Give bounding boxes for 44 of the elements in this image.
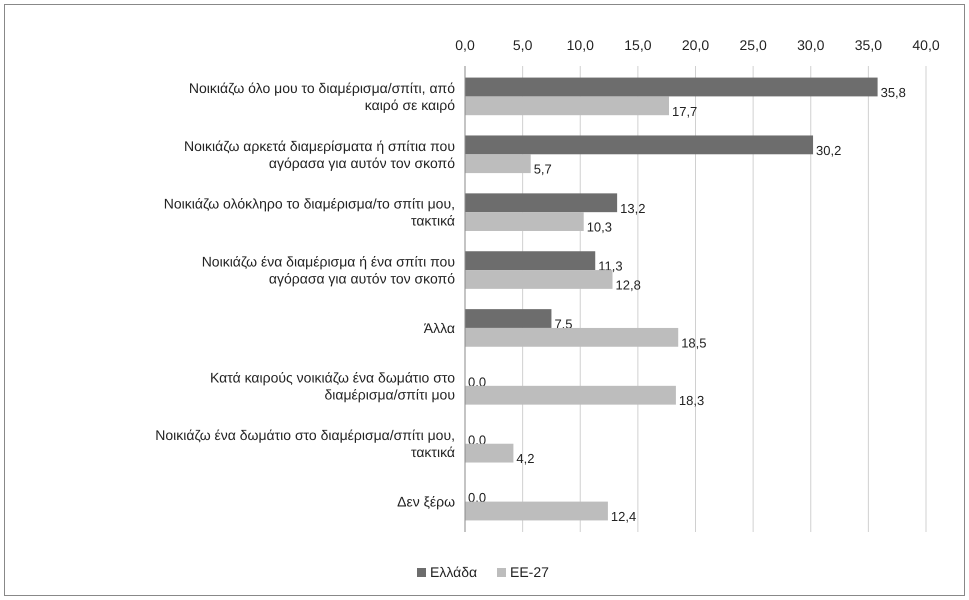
bar	[465, 78, 878, 96]
legend-label: Ελλάδα	[430, 564, 478, 580]
bar	[465, 444, 514, 463]
bar	[465, 193, 618, 212]
bar	[465, 154, 531, 174]
legend-label: ΕΕ-27	[510, 564, 550, 580]
bar	[465, 502, 608, 520]
data-label: 18,3	[678, 393, 704, 408]
bar	[465, 309, 552, 328]
y-tick-label: Νοικιάζω ένα δωμάτιο στο διαμέρισμα/σπίτι μου, τακτικά	[155, 427, 455, 460]
data-label: 5,7	[534, 162, 552, 177]
y-tick-label: Κατά καιρούς νοικιάζω ένα δωμάτιο στο διαμέρισμα/σπίτι μου	[210, 369, 456, 402]
x-tick-label: 0,0	[455, 37, 475, 53]
data-label: 12,8	[616, 277, 641, 292]
data-label: 12,4	[610, 509, 636, 524]
data-label: 13,2	[620, 200, 646, 216]
data-label: 4,2	[516, 451, 534, 466]
x-tick-label: 15,0	[624, 37, 652, 53]
bar	[465, 386, 676, 405]
y-tick-label: Νοικιάζω όλο μου το διαμέρισμα/σπίτι, από καιρό σε καιρό	[188, 80, 456, 113]
x-tick-label: 20,0	[682, 37, 710, 53]
x-tick-label: 35,0	[854, 37, 882, 53]
x-tick-label: 25,0	[740, 37, 767, 53]
x-tick-label: 10,0	[566, 37, 594, 53]
data-label: 35,8	[880, 84, 906, 100]
x-tick-label: 5,0	[512, 37, 533, 53]
x-tick-label: 40,0	[912, 37, 940, 53]
bar	[465, 96, 669, 116]
data-label: 11,3	[598, 258, 623, 274]
data-label: 18,5	[681, 335, 707, 350]
bar	[465, 251, 596, 270]
bar	[465, 212, 584, 231]
data-label: 10,3	[586, 220, 612, 235]
data-label: 17,7	[672, 104, 698, 119]
y-tick-label: Νοικιάζω αρκετά διαμερίσματα ή σπίτια που αγόρασα για αυτόν τον σκοπό	[184, 138, 456, 171]
x-tick-label: 30,0	[797, 37, 825, 53]
y-tick-label: Δεν ξέρω	[397, 494, 456, 510]
y-tick-label: Νοικιάζω ένα διαμέρισμα ή ένα σπίτι που αγόρασα για αυτόν τον σκοπό	[202, 254, 456, 287]
y-tick-label: Άλλα	[424, 320, 455, 336]
data-label: 30,2	[816, 142, 842, 158]
bar	[465, 328, 678, 347]
bar	[465, 135, 814, 154]
y-tick-label: Νοικιάζω ολόκληρο το διαμέρισμα/το σπίτι μου, τακτικά	[164, 196, 455, 229]
data-label: 0,0	[468, 490, 486, 506]
